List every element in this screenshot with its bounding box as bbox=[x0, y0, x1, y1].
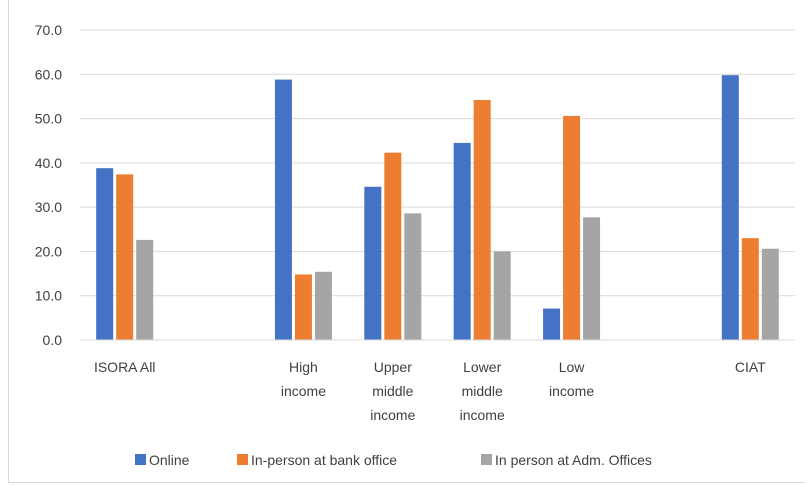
legend-swatch bbox=[237, 454, 248, 465]
legend-swatch bbox=[135, 454, 146, 465]
y-tick-label: 50.0 bbox=[35, 111, 62, 127]
bar-in-person-at-adm-offices bbox=[404, 213, 422, 340]
bar-online bbox=[96, 168, 114, 340]
bars bbox=[96, 75, 779, 341]
bar-in-person-at-adm-offices bbox=[314, 271, 332, 340]
legend-label: In person at Adm. Offices bbox=[495, 452, 652, 468]
x-category-label: income bbox=[549, 383, 594, 399]
x-category-label: Lower bbox=[463, 359, 501, 375]
bar-in-person-at-bank-office bbox=[473, 99, 491, 340]
bar-online bbox=[543, 308, 561, 340]
x-category-label: income bbox=[281, 383, 326, 399]
x-category-label: middle bbox=[462, 383, 503, 399]
y-tick-label: 70.0 bbox=[35, 22, 62, 38]
bar-in-person-at-bank-office bbox=[563, 115, 581, 341]
bar-in-person-at-adm-offices bbox=[136, 239, 154, 340]
bar-online bbox=[274, 79, 292, 340]
x-category-label: income bbox=[370, 407, 415, 423]
bar-in-person-at-bank-office bbox=[741, 238, 759, 340]
x-axis-category-labels: ISORA All High income Upper middle income Lowe… bbox=[94, 359, 766, 423]
y-axis-tick-labels: 0.0 10.0 20.0 30.0 40.0 50.0 60.0 70.0 bbox=[35, 22, 62, 348]
bar-online bbox=[364, 186, 382, 340]
y-tick-label: 30.0 bbox=[35, 199, 62, 215]
bar-in-person-at-bank-office bbox=[294, 274, 312, 340]
y-tick-label: 20.0 bbox=[35, 243, 62, 259]
bar-in-person-at-bank-office bbox=[384, 152, 402, 340]
bar-online bbox=[721, 75, 739, 341]
bar-online bbox=[453, 142, 471, 340]
chart-frame bbox=[8, 0, 805, 483]
bar-in-person-at-adm-offices bbox=[761, 248, 779, 340]
x-category-label: ISORA All bbox=[94, 359, 155, 375]
gridlines bbox=[80, 29, 795, 297]
x-category-label: High bbox=[289, 359, 318, 375]
x-category-label: Low bbox=[559, 359, 586, 375]
y-tick-label: 60.0 bbox=[35, 66, 62, 82]
x-category-label: Upper bbox=[374, 359, 412, 375]
x-category-label: middle bbox=[372, 383, 413, 399]
bar-in-person-at-adm-offices bbox=[583, 217, 601, 340]
legend-label: In-person at bank office bbox=[251, 452, 397, 468]
legend-label: Online bbox=[149, 452, 190, 468]
legend-swatch bbox=[481, 454, 492, 465]
y-tick-label: 40.0 bbox=[35, 155, 62, 171]
legend: Online In-person at bank office In person … bbox=[135, 452, 652, 468]
bar-in-person-at-adm-offices bbox=[493, 251, 511, 340]
x-category-label: income bbox=[460, 407, 505, 423]
y-tick-label: 0.0 bbox=[43, 332, 63, 348]
bar-in-person-at-bank-office bbox=[116, 174, 134, 340]
x-category-label: CIAT bbox=[735, 359, 766, 375]
y-tick-label: 10.0 bbox=[35, 288, 62, 304]
